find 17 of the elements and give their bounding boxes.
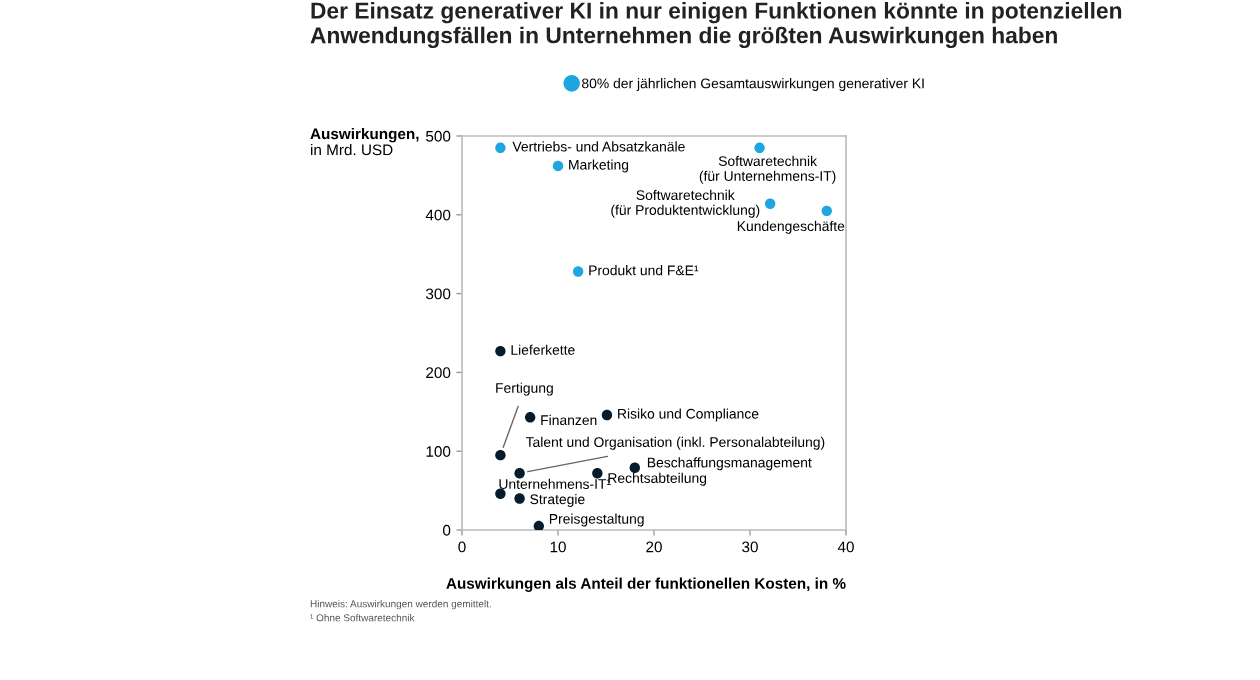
- point: [572, 266, 584, 277]
- point: [533, 520, 544, 530]
- point: [514, 493, 525, 504]
- point: [495, 449, 506, 461]
- chart-title: Der Einsatz generativer KI in nur einigen Funktionen könnte in potenziellen Anwendungsfällen in Unternehmen die größten Auswirkungen haben: [310, 2, 1122, 48]
- point: [524, 412, 536, 423]
- point: [629, 462, 640, 473]
- point: [495, 142, 506, 154]
- point: [764, 198, 776, 209]
- point: [821, 205, 832, 217]
- point: [592, 468, 603, 479]
- point: [601, 409, 613, 421]
- point: [552, 160, 564, 172]
- point: [514, 468, 525, 479]
- point: [495, 345, 506, 357]
- point: [495, 488, 506, 499]
- point: [754, 142, 765, 154]
